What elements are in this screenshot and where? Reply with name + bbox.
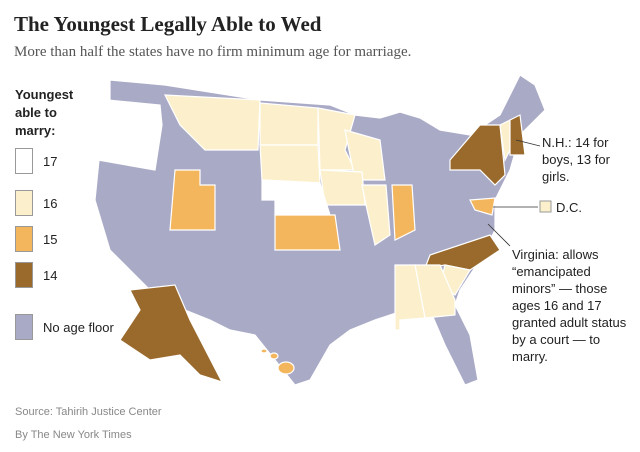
legend-swatch: [15, 190, 33, 216]
state: [469, 197, 496, 216]
state: [394, 264, 426, 331]
state: [509, 114, 526, 156]
legend-label: 15: [43, 231, 58, 247]
legend-label: No age floor: [43, 319, 114, 335]
source: Source: Tahirih Justice Center: [15, 406, 162, 418]
state: [319, 169, 366, 206]
state: [344, 129, 386, 181]
virginia-note: Virginia: allows “emancipated minors” — …: [512, 247, 627, 364]
state: [164, 94, 261, 151]
legend-title: Youngest able to marry:: [15, 87, 74, 138]
subtitle: More than half the states have no firm m…: [14, 44, 412, 60]
state: [169, 169, 216, 231]
leader-line: [515, 139, 541, 147]
legend-swatch: [15, 148, 33, 174]
leader-line: [487, 223, 511, 247]
state: [449, 124, 506, 186]
state: [361, 184, 391, 246]
state: [391, 184, 416, 241]
legend-swatch: [15, 314, 33, 340]
state: [277, 361, 295, 375]
state: [260, 348, 268, 354]
legend-swatch: [15, 262, 33, 288]
legend-label: 17: [43, 153, 58, 169]
dc-swatch: [539, 200, 552, 213]
state: [269, 352, 279, 360]
legend-label: 14: [43, 267, 58, 283]
dc-note: D.C.: [556, 200, 582, 215]
title: The Youngest Legally Able to Wed: [14, 12, 322, 36]
legend-item: 14: [15, 262, 57, 288]
state: [119, 284, 224, 384]
state: [259, 144, 321, 184]
state: [259, 102, 319, 146]
state: [97, 99, 163, 171]
legend-label: 16: [43, 195, 58, 211]
legend-item: 15: [15, 226, 57, 252]
nh-note: N.H.: 14 for boys, 13 for girls.: [542, 135, 610, 184]
state: [317, 107, 356, 171]
legend-item: No age floor: [15, 314, 114, 340]
byline: By The New York Times: [15, 429, 132, 441]
legend-swatch: [15, 226, 33, 252]
legend-item: 17: [15, 148, 57, 174]
legend-item: 16: [15, 190, 57, 216]
state: [274, 214, 341, 251]
